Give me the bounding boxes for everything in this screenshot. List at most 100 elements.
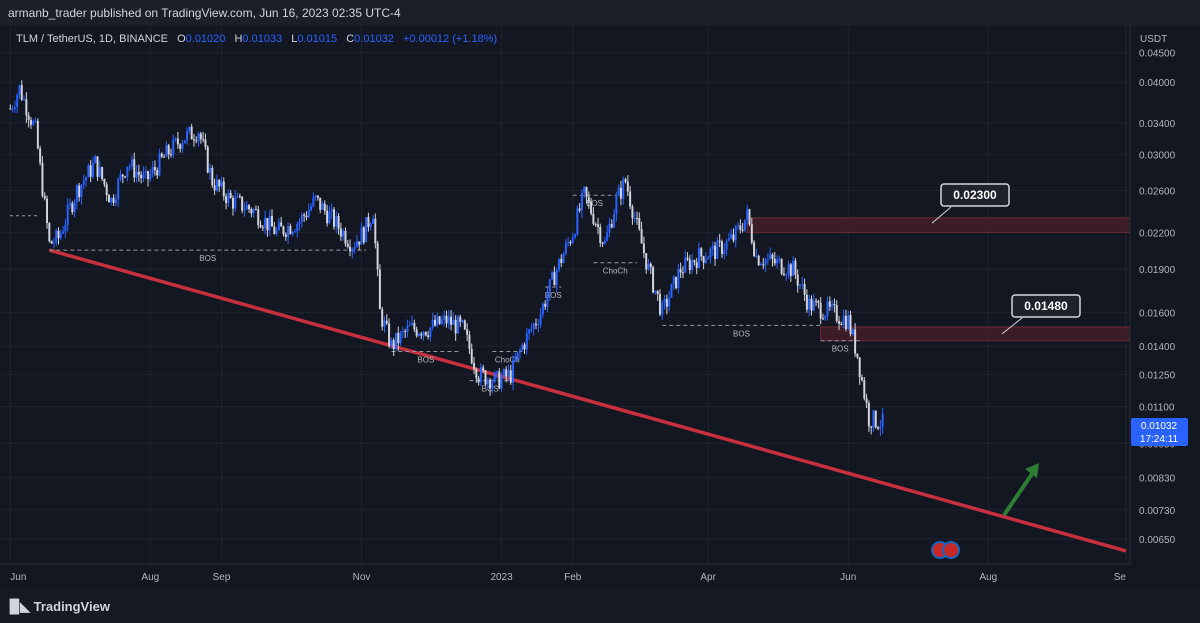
candle-body xyxy=(583,186,586,194)
y-tick-label: 0.01600 xyxy=(1139,308,1176,319)
candle-body xyxy=(782,273,785,276)
price-axis[interactable]: USDT 0.04500 0.04000 0.03400 0.03000 0.02600… xyxy=(1129,26,1176,564)
descending-trendline[interactable] xyxy=(48,248,1127,553)
last-price: 0.01032 xyxy=(1141,421,1178,432)
resistance-zone[interactable] xyxy=(746,217,1131,233)
zone-callouts[interactable]: 0.02300 0.01480 xyxy=(931,183,1081,335)
candle-body xyxy=(401,331,404,333)
candle-body xyxy=(445,315,448,324)
candle-body xyxy=(147,171,150,180)
x-tick-label: Se xyxy=(1114,572,1127,583)
candle-body xyxy=(704,259,707,263)
y-tick-label: 0.03400 xyxy=(1139,119,1176,130)
candle-body xyxy=(227,192,230,204)
x-tick-label: Aug xyxy=(141,572,159,583)
candle-body xyxy=(603,240,606,244)
y-tick-label: 0.04000 xyxy=(1139,78,1176,89)
candle-body xyxy=(156,170,159,176)
callout-pointer xyxy=(1001,317,1023,335)
candle-body xyxy=(257,209,260,226)
candle-body xyxy=(266,218,269,231)
candle-body xyxy=(55,230,58,243)
candle-body xyxy=(679,269,682,273)
candle-body xyxy=(785,274,788,276)
trendline[interactable] xyxy=(48,248,1127,553)
candle-body xyxy=(711,245,714,249)
resistance-zone[interactable] xyxy=(820,326,1131,342)
candle-body xyxy=(87,165,90,178)
candle-body xyxy=(241,196,244,211)
candle-body xyxy=(103,178,106,185)
candle-body xyxy=(585,186,588,197)
y-tick-label: 0.00650 xyxy=(1139,535,1176,546)
candle-body xyxy=(778,259,781,261)
candle-body xyxy=(473,363,476,369)
candle-body xyxy=(46,198,49,224)
candle-body xyxy=(218,179,221,187)
price-callout-box[interactable] xyxy=(1011,294,1081,318)
candle-body xyxy=(277,222,280,230)
candle-body xyxy=(271,216,274,227)
candle-body xyxy=(289,226,292,235)
candle-body xyxy=(59,233,62,239)
candle-body xyxy=(101,166,104,179)
candle-body xyxy=(484,370,487,385)
candle-body xyxy=(43,195,46,199)
candle-body xyxy=(755,255,758,257)
candle-body xyxy=(539,314,542,325)
candle-body xyxy=(96,156,99,177)
candle-body xyxy=(181,143,184,149)
candle-body xyxy=(243,209,246,211)
candle-body xyxy=(176,138,179,145)
candle-body xyxy=(62,231,65,234)
candle-body xyxy=(353,247,356,250)
candle-body xyxy=(748,209,751,225)
candle-body xyxy=(530,329,533,331)
candle-body xyxy=(475,368,478,379)
candle-body xyxy=(792,260,795,276)
price-callout-label: 0.02300 xyxy=(953,188,997,202)
candle-body xyxy=(828,301,831,307)
candle-body xyxy=(803,284,806,295)
structure-label: BOS xyxy=(545,291,562,300)
candle-body xyxy=(599,226,602,243)
candle-body xyxy=(158,153,161,176)
low-label: L xyxy=(291,33,298,45)
x-tick-label: Jun xyxy=(840,572,856,583)
tradingview-logo[interactable]: ▉◣ TradingView xyxy=(10,599,110,615)
economic-events[interactable] xyxy=(931,541,960,559)
green-arrow-drawing[interactable] xyxy=(1002,463,1039,517)
candle-body xyxy=(392,340,395,349)
candle-body xyxy=(326,210,329,224)
x-tick-label: 2023 xyxy=(490,572,513,583)
x-tick-label: Feb xyxy=(564,572,582,583)
candle-body xyxy=(870,426,873,428)
candle-body xyxy=(66,204,69,225)
candle-body xyxy=(652,267,655,293)
candle-body xyxy=(619,187,622,199)
candle-body xyxy=(879,426,882,429)
candle-body xyxy=(725,240,728,250)
candle-body xyxy=(321,203,324,210)
time-axis[interactable]: Jun Aug Sep Nov 2023 Feb Apr Jun Aug Se xyxy=(0,563,1130,583)
candle-body xyxy=(273,226,276,235)
candle-body xyxy=(528,329,531,334)
candle-body xyxy=(296,224,299,232)
candle-body xyxy=(548,279,551,295)
candle-body xyxy=(39,148,42,163)
candle-body xyxy=(491,382,494,389)
candle-body xyxy=(261,227,264,229)
candle-body xyxy=(245,205,248,210)
candle-body xyxy=(732,234,735,241)
candle-body xyxy=(307,209,310,218)
candle-body xyxy=(89,165,92,177)
candle-body xyxy=(702,256,705,263)
price-callout-box[interactable] xyxy=(940,183,1010,207)
candle-body xyxy=(183,140,186,144)
event-flag-icon[interactable] xyxy=(942,541,960,559)
candle-body xyxy=(631,206,634,219)
candle-body xyxy=(319,197,322,210)
symbol-name[interactable]: TLM / TetherUS, 1D, BINANCE xyxy=(16,33,169,45)
candle-body xyxy=(165,145,168,157)
